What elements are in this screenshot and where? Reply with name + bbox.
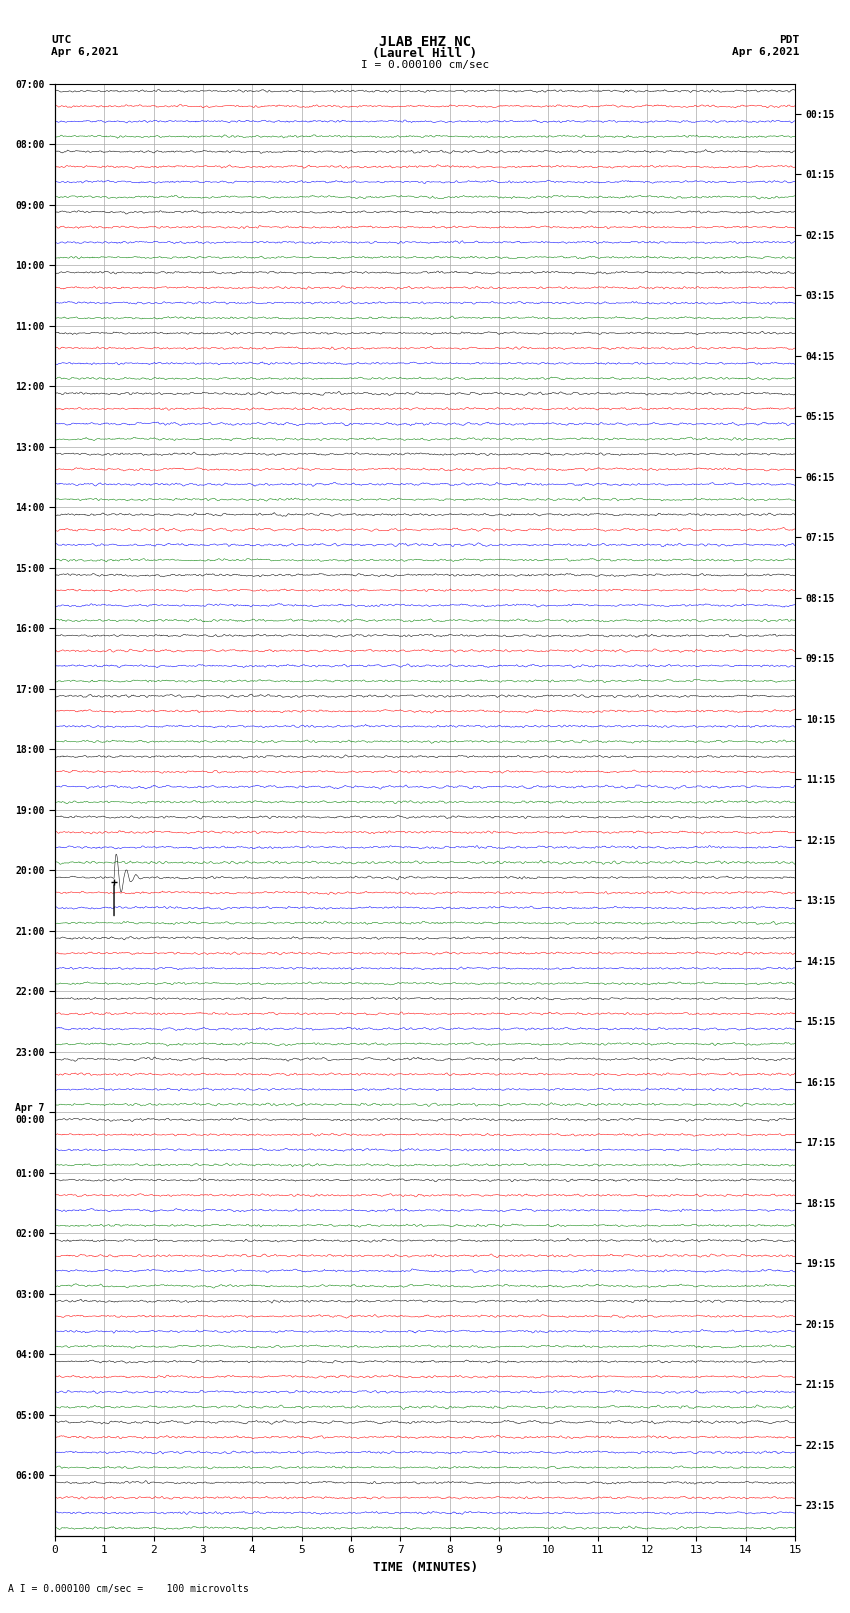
Text: UTC: UTC (51, 35, 71, 45)
Text: Apr 6,2021: Apr 6,2021 (732, 47, 799, 56)
Text: PDT: PDT (779, 35, 799, 45)
Text: Apr 6,2021: Apr 6,2021 (51, 47, 118, 56)
Text: (Laurel Hill ): (Laurel Hill ) (372, 47, 478, 60)
Text: I = 0.000100 cm/sec: I = 0.000100 cm/sec (361, 60, 489, 69)
Text: A I = 0.000100 cm/sec =    100 microvolts: A I = 0.000100 cm/sec = 100 microvolts (8, 1584, 249, 1594)
Text: JLAB EHZ NC: JLAB EHZ NC (379, 35, 471, 50)
X-axis label: TIME (MINUTES): TIME (MINUTES) (372, 1561, 478, 1574)
